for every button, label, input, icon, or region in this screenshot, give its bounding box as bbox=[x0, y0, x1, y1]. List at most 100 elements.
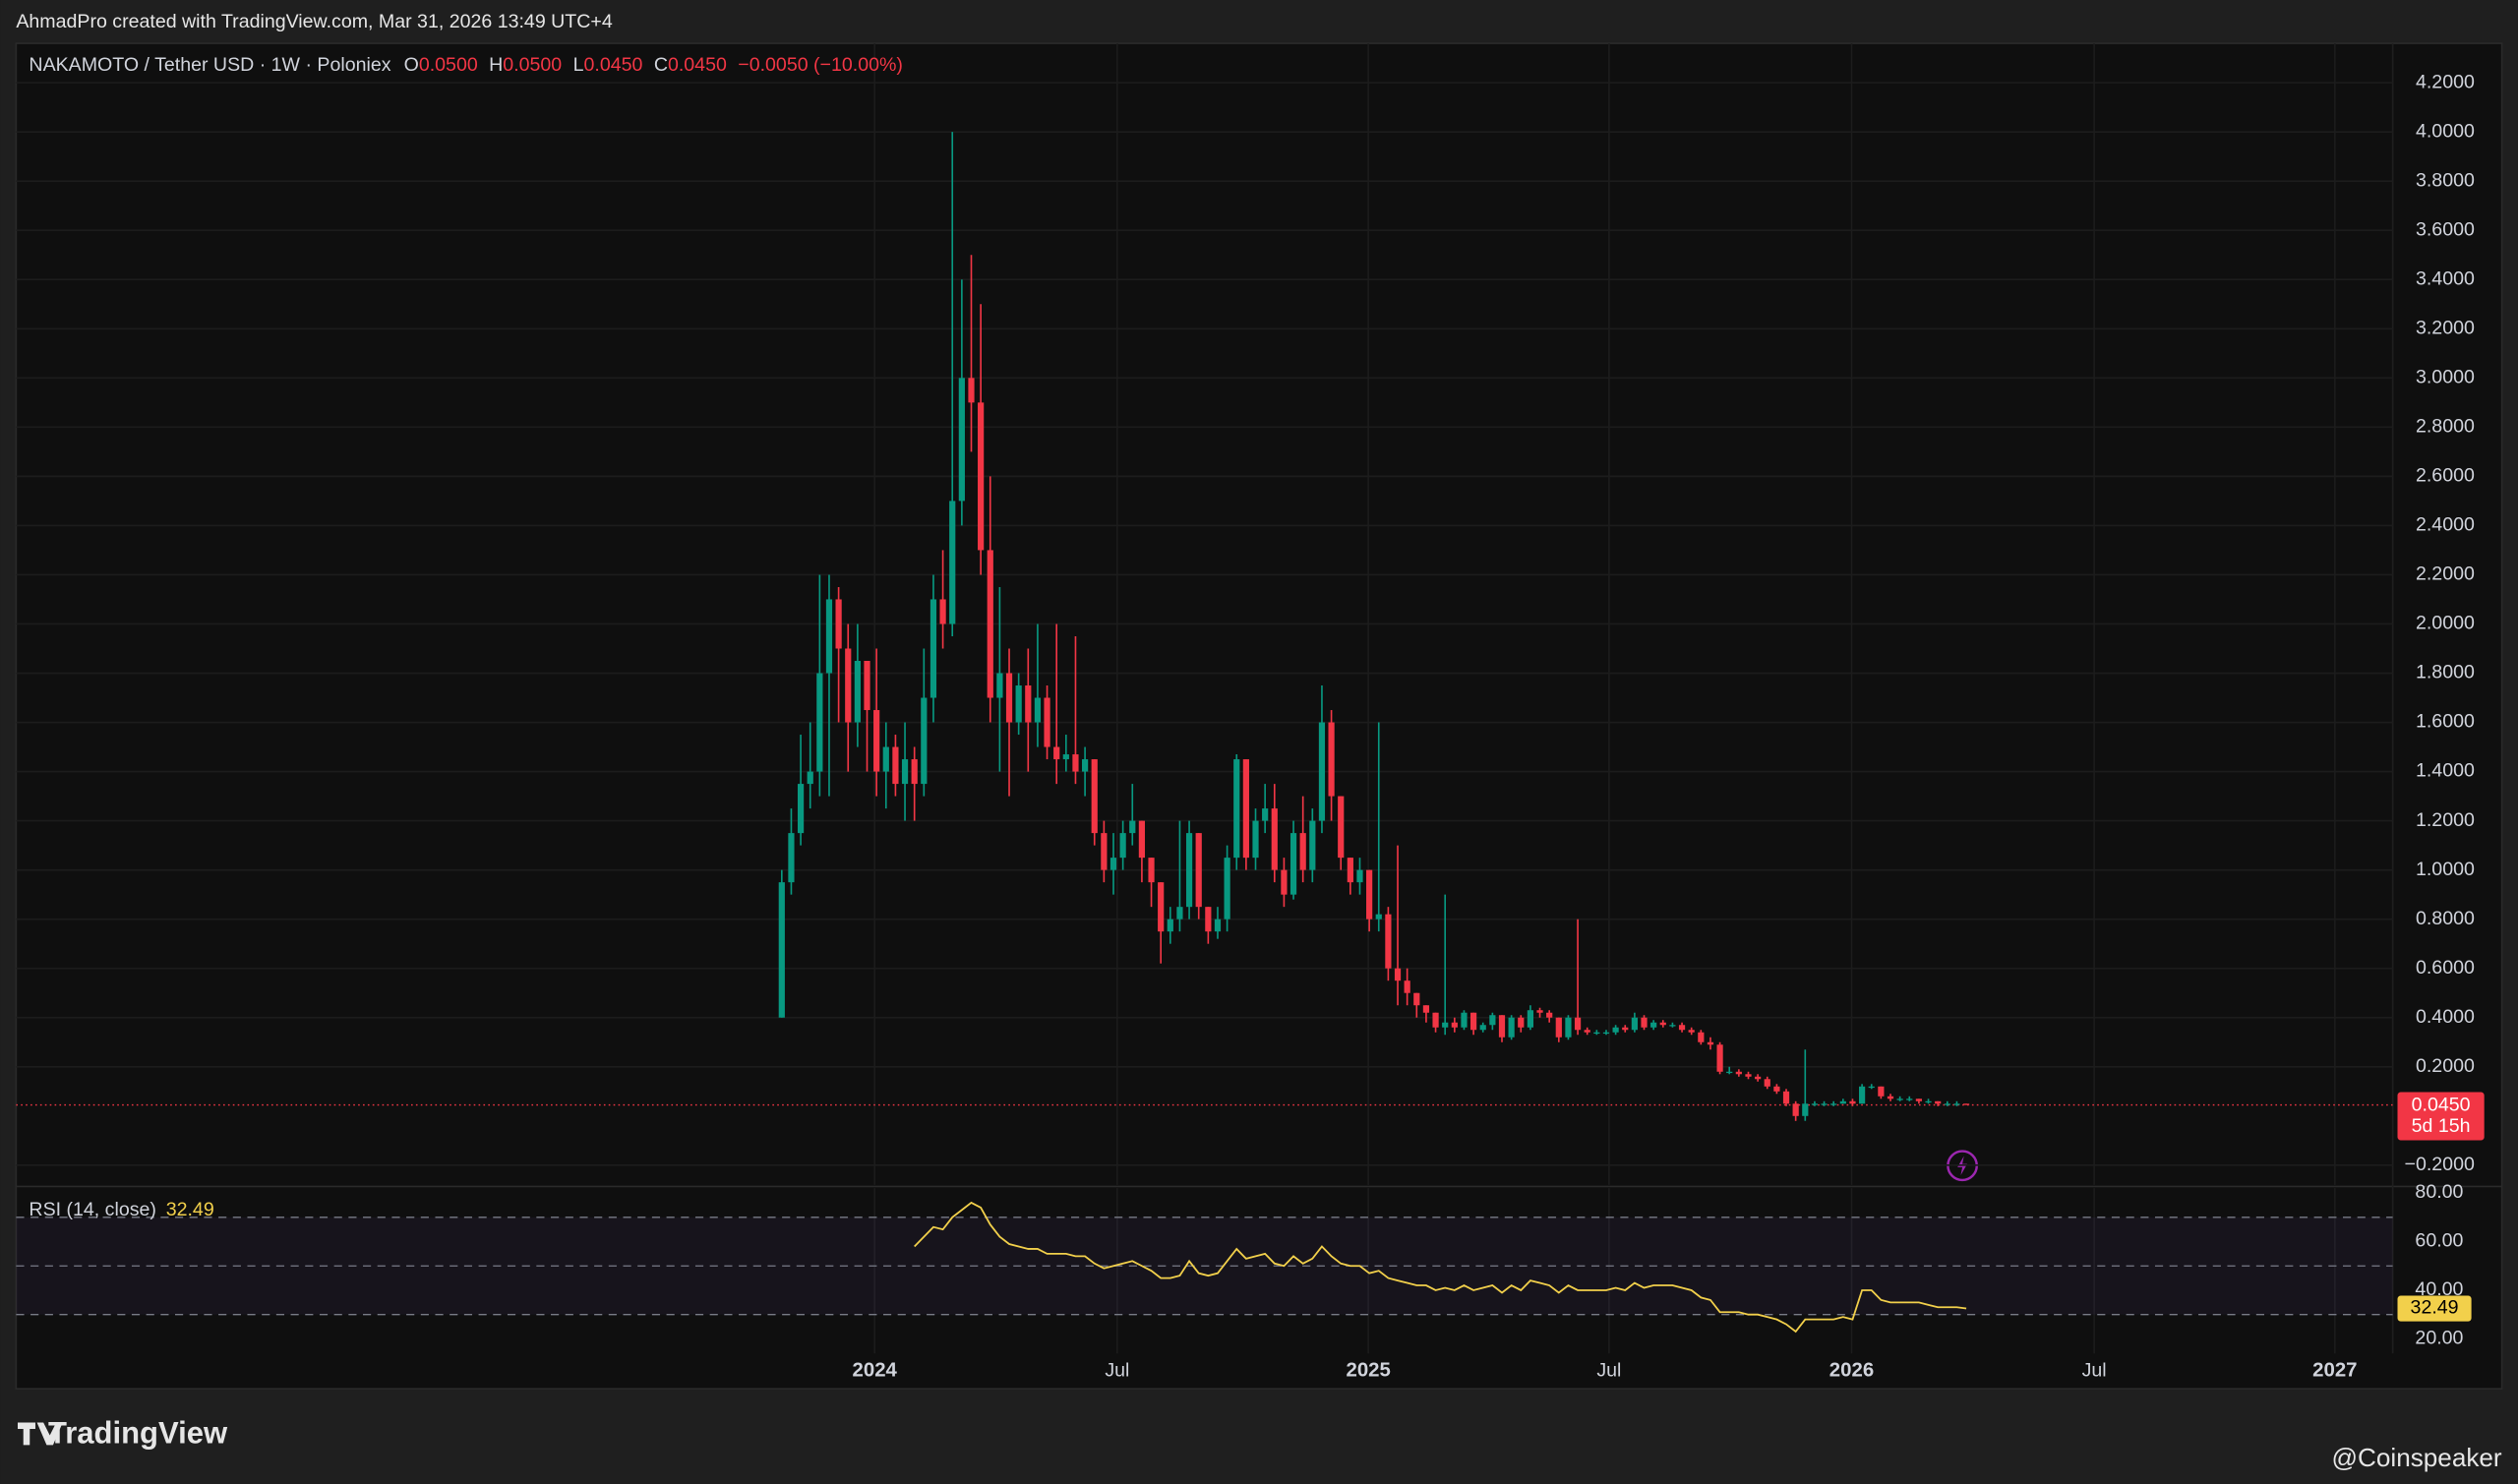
candle-body bbox=[1404, 980, 1410, 993]
candle-body bbox=[1338, 796, 1345, 859]
y-tick-label: 2.0000 bbox=[2416, 613, 2475, 634]
candle-body bbox=[1479, 1025, 1486, 1031]
ohlc-value: 0.0500 bbox=[503, 54, 562, 76]
candle-body bbox=[1005, 673, 1013, 723]
rsi-legend-value: 32.49 bbox=[166, 1199, 214, 1220]
candle-body bbox=[1593, 1032, 1600, 1035]
candle-body bbox=[978, 402, 985, 551]
candle-body bbox=[1082, 759, 1089, 772]
candle-body bbox=[1185, 833, 1193, 908]
candle-body bbox=[854, 660, 861, 723]
candle-body bbox=[825, 599, 833, 674]
candle-body bbox=[1650, 1022, 1657, 1028]
candle-body bbox=[1109, 858, 1117, 870]
ohlc-key: H bbox=[489, 54, 503, 76]
candle-body bbox=[1802, 1103, 1809, 1116]
rsi-line bbox=[914, 1201, 1967, 1334]
candle-body bbox=[882, 746, 889, 772]
candle-body bbox=[1878, 1086, 1885, 1097]
candle-body bbox=[1688, 1030, 1695, 1033]
candle-body bbox=[1858, 1086, 1866, 1104]
brand-logo bbox=[18, 1422, 63, 1446]
candle-body bbox=[1451, 1022, 1458, 1028]
candle-body bbox=[1707, 1041, 1714, 1045]
candle-body bbox=[1366, 869, 1373, 920]
ohlc-key: O bbox=[404, 54, 419, 76]
rsi-tick-label: 60.00 bbox=[2415, 1230, 2463, 1252]
candle-body bbox=[1328, 722, 1335, 797]
candle-body bbox=[1385, 914, 1392, 969]
candle-body bbox=[1792, 1103, 1799, 1116]
candle-body bbox=[1034, 697, 1042, 723]
x-tick-label: Jul bbox=[1105, 1359, 1129, 1381]
y-tick-label: 0.4000 bbox=[2416, 1006, 2475, 1028]
x-tick-label: Jul bbox=[2082, 1359, 2107, 1381]
candle-body bbox=[1755, 1076, 1762, 1080]
candle-body bbox=[1678, 1025, 1686, 1031]
candle-body bbox=[1849, 1100, 1856, 1104]
candle-body bbox=[1944, 1103, 1950, 1105]
y-tick-label: 3.0000 bbox=[2416, 366, 2475, 387]
y-tick-label: 2.2000 bbox=[2416, 564, 2475, 585]
candle-body bbox=[1821, 1103, 1828, 1105]
candle-body bbox=[1252, 820, 1259, 859]
candle-body bbox=[1299, 833, 1306, 870]
candle-body bbox=[1262, 808, 1269, 821]
candle-body bbox=[1773, 1086, 1780, 1092]
candle-body bbox=[901, 759, 909, 785]
candle-body bbox=[1101, 833, 1108, 870]
candle-body bbox=[1726, 1071, 1733, 1074]
candle-body bbox=[873, 710, 880, 772]
candle-body bbox=[1735, 1071, 1742, 1075]
candle-body bbox=[1631, 1017, 1638, 1031]
candle-body bbox=[1242, 759, 1249, 859]
candle-body bbox=[1422, 1005, 1430, 1013]
change: −0.0050 (−10.00%) bbox=[738, 54, 903, 76]
y-tick-label: −0.2000 bbox=[2405, 1154, 2475, 1175]
y-tick-label: 3.2000 bbox=[2416, 317, 2475, 338]
candle-body bbox=[1782, 1091, 1790, 1104]
candle-body bbox=[1233, 759, 1240, 859]
candle-body bbox=[1432, 1012, 1439, 1028]
brand: TradingView bbox=[48, 1416, 228, 1451]
ohlc-value: 0.0500 bbox=[419, 54, 478, 76]
candle-body bbox=[1489, 1015, 1496, 1026]
candle-body bbox=[1868, 1086, 1875, 1089]
candle-body bbox=[1129, 820, 1136, 834]
ohlc-key: L bbox=[573, 54, 584, 76]
rsi-value-label: 32.49 bbox=[2411, 1297, 2459, 1319]
candle-body bbox=[1555, 1017, 1562, 1038]
candle-body bbox=[1716, 1044, 1723, 1072]
candle-body bbox=[1062, 754, 1069, 760]
countdown: 5d 15h bbox=[2412, 1115, 2471, 1137]
candle-body bbox=[1962, 1103, 1970, 1105]
y-tick-label: 3.8000 bbox=[2416, 169, 2475, 191]
candle-body bbox=[1461, 1012, 1468, 1028]
candle-body bbox=[1413, 992, 1420, 1006]
ohlc-value: 0.0450 bbox=[584, 54, 643, 76]
candle-body bbox=[1469, 1012, 1477, 1031]
candle-body bbox=[845, 648, 852, 723]
candle-body bbox=[1167, 919, 1173, 932]
candle-body bbox=[921, 697, 928, 785]
y-tick-label: 2.8000 bbox=[2416, 416, 2475, 438]
last-price-label: 0.0450 bbox=[2412, 1095, 2471, 1116]
ohlc-key: C bbox=[654, 54, 668, 76]
y-tick-label: 0.2000 bbox=[2416, 1055, 2475, 1077]
candle-body bbox=[1394, 968, 1402, 981]
candle-body bbox=[1176, 907, 1183, 920]
candle-body bbox=[1205, 907, 1212, 932]
candle-body bbox=[1935, 1100, 1942, 1104]
rsi-tick-label: 40.00 bbox=[2415, 1278, 2463, 1300]
y-tick-label: 3.4000 bbox=[2416, 267, 2475, 289]
candle-body bbox=[1536, 1010, 1543, 1013]
x-tick-label: 2024 bbox=[853, 1360, 898, 1382]
candle-body bbox=[968, 378, 975, 403]
y-tick-label: 0.8000 bbox=[2416, 908, 2475, 929]
x-tick-label: Jul bbox=[1596, 1359, 1621, 1381]
candle-body bbox=[1347, 858, 1353, 883]
candle-body bbox=[1565, 1017, 1572, 1038]
candle-body bbox=[1896, 1098, 1903, 1100]
candle-body bbox=[864, 660, 870, 711]
